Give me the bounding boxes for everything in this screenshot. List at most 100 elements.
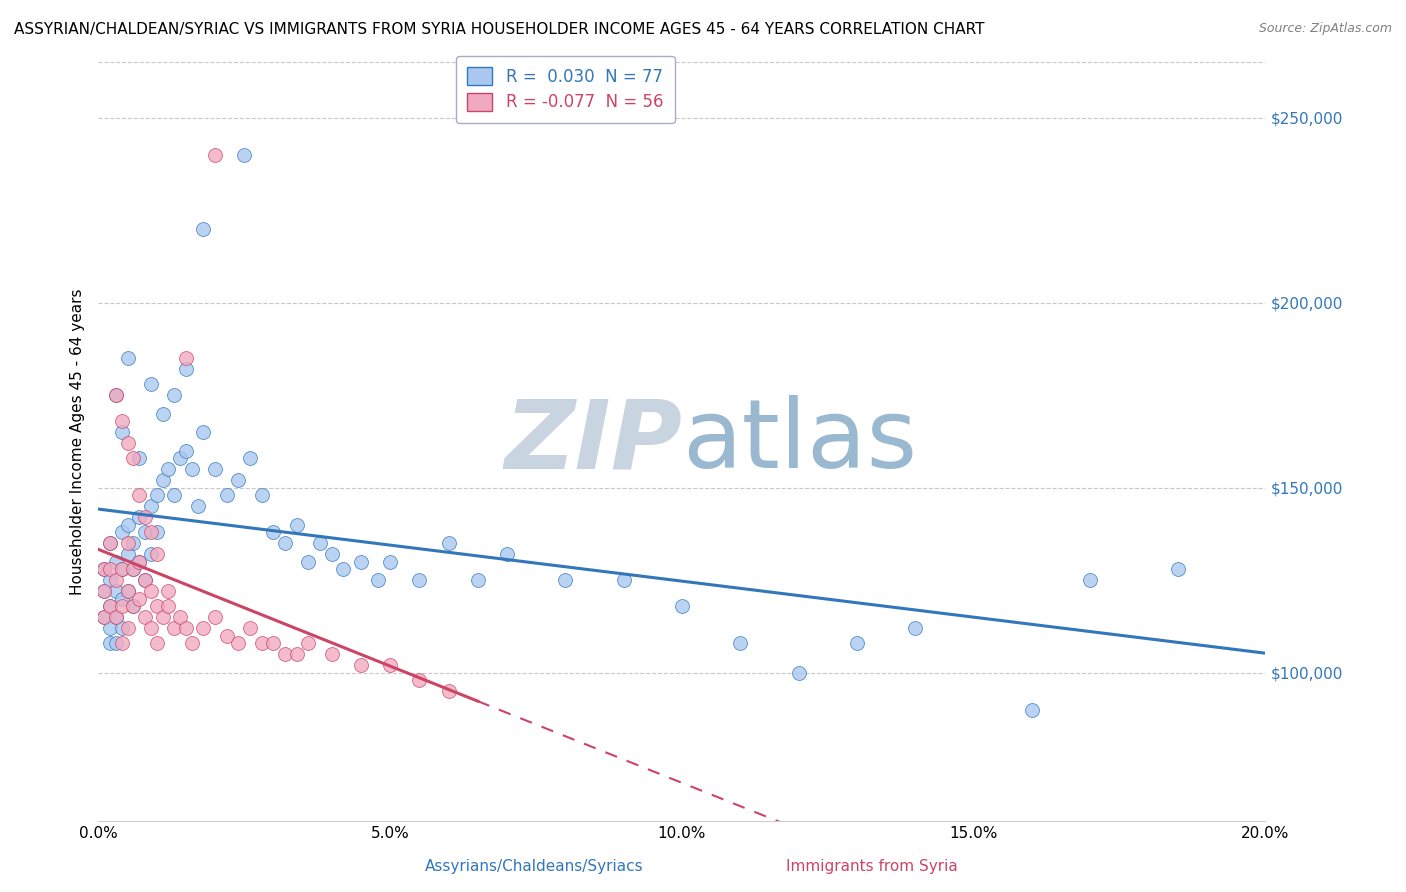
Point [146, 488, 169, 502]
Point [285, 517, 308, 532]
Point [146, 525, 169, 540]
Point [134, 573, 156, 587]
Point [104, 388, 127, 402]
Point [139, 584, 162, 599]
Point [467, 573, 489, 587]
Point [134, 510, 156, 524]
Point [111, 525, 134, 540]
Point [152, 610, 174, 624]
Point [146, 636, 169, 650]
Point [157, 584, 180, 599]
Point [104, 636, 127, 650]
Point [1021, 703, 1043, 717]
Point [117, 436, 139, 450]
Point [146, 599, 169, 614]
Point [104, 573, 127, 587]
Point [174, 351, 197, 366]
Point [117, 536, 139, 550]
Point [93, 584, 115, 599]
Point [285, 647, 308, 661]
Point [250, 636, 273, 650]
Point [380, 555, 402, 569]
Text: atlas: atlas [682, 395, 917, 488]
Point [128, 555, 150, 569]
Point [152, 407, 174, 421]
Text: Source: ZipAtlas.com: Source: ZipAtlas.com [1258, 22, 1392, 36]
Point [169, 610, 191, 624]
Point [496, 547, 519, 561]
Point [180, 636, 202, 650]
Point [332, 562, 354, 576]
Point [117, 621, 139, 635]
Y-axis label: Householder Income Ages 45 - 64 years: Householder Income Ages 45 - 64 years [69, 288, 84, 595]
Point [98, 536, 121, 550]
Point [152, 474, 174, 488]
Point [193, 425, 215, 440]
Point [193, 222, 215, 236]
Point [274, 647, 297, 661]
Point [350, 658, 373, 673]
Point [111, 636, 134, 650]
Point [139, 525, 162, 540]
Point [128, 591, 150, 606]
Point [904, 621, 927, 635]
Point [111, 414, 134, 428]
Point [117, 351, 139, 366]
Point [239, 621, 262, 635]
Point [174, 443, 197, 458]
Point [122, 599, 145, 614]
Point [134, 573, 156, 587]
Point [215, 488, 238, 502]
Point [262, 525, 284, 540]
Point [93, 584, 115, 599]
Point [163, 621, 186, 635]
Point [98, 562, 121, 576]
Point [93, 610, 115, 624]
Point [134, 525, 156, 540]
Point [350, 555, 373, 569]
Point [122, 536, 145, 550]
Point [262, 636, 284, 650]
Point [104, 555, 127, 569]
Point [274, 536, 297, 550]
Point [117, 584, 139, 599]
Point [730, 636, 752, 650]
Point [228, 474, 250, 488]
Point [408, 673, 430, 687]
Point [98, 536, 121, 550]
Point [1167, 562, 1189, 576]
Point [239, 451, 262, 466]
Point [233, 148, 256, 162]
Point [228, 636, 250, 650]
Point [128, 555, 150, 569]
Point [139, 621, 162, 635]
Point [612, 573, 634, 587]
Text: Assyrians/Chaldeans/Syriacs: Assyrians/Chaldeans/Syriacs [425, 859, 644, 874]
Point [139, 377, 162, 392]
Point [157, 599, 180, 614]
Point [193, 621, 215, 635]
Point [117, 547, 139, 561]
Point [169, 451, 191, 466]
Point [128, 488, 150, 502]
Point [321, 547, 343, 561]
Point [122, 599, 145, 614]
Point [437, 684, 460, 698]
Point [104, 610, 127, 624]
Point [111, 562, 134, 576]
Point [139, 500, 162, 514]
Point [93, 562, 115, 576]
Point [174, 621, 197, 635]
Point [215, 629, 238, 643]
Point [117, 517, 139, 532]
Point [671, 599, 693, 614]
Point [122, 562, 145, 576]
Point [111, 599, 134, 614]
Point [98, 573, 121, 587]
Point [104, 584, 127, 599]
Point [111, 591, 134, 606]
Point [380, 658, 402, 673]
Point [187, 500, 209, 514]
Text: ASSYRIAN/CHALDEAN/SYRIAC VS IMMIGRANTS FROM SYRIA HOUSEHOLDER INCOME AGES 45 - 6: ASSYRIAN/CHALDEAN/SYRIAC VS IMMIGRANTS F… [14, 22, 984, 37]
Point [180, 462, 202, 476]
